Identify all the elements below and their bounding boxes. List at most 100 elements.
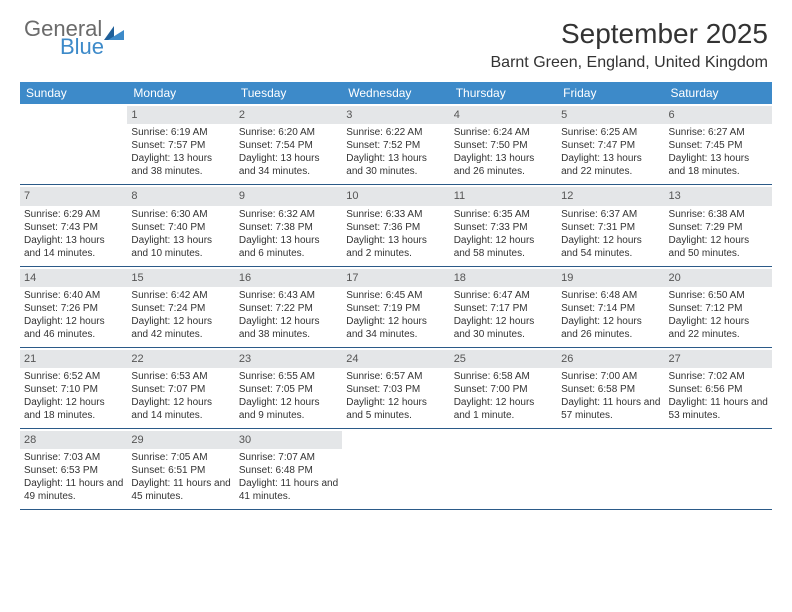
calendar-day-cell: 18Sunrise: 6:47 AMSunset: 7:17 PMDayligh… xyxy=(450,267,557,347)
daylight-text: Daylight: 12 hours and 26 minutes. xyxy=(561,315,660,341)
daylight-text: Daylight: 12 hours and 34 minutes. xyxy=(346,315,445,341)
sunrise-text: Sunrise: 6:37 AM xyxy=(561,208,660,221)
calendar-day-cell: 8Sunrise: 6:30 AMSunset: 7:40 PMDaylight… xyxy=(127,185,234,265)
sunrise-text: Sunrise: 6:38 AM xyxy=(669,208,768,221)
calendar-day-cell xyxy=(342,429,449,509)
calendar-week-row: 1Sunrise: 6:19 AMSunset: 7:57 PMDaylight… xyxy=(20,104,772,185)
daylight-text: Daylight: 12 hours and 14 minutes. xyxy=(131,396,230,422)
sunrise-text: Sunrise: 6:50 AM xyxy=(669,289,768,302)
sunrise-text: Sunrise: 6:19 AM xyxy=(131,126,230,139)
calendar-week-row: 14Sunrise: 6:40 AMSunset: 7:26 PMDayligh… xyxy=(20,267,772,348)
calendar-day-cell xyxy=(665,429,772,509)
sunrise-text: Sunrise: 6:25 AM xyxy=(561,126,660,139)
sunset-text: Sunset: 7:54 PM xyxy=(239,139,338,152)
page-header: General Blue September 2025 Barnt Green,… xyxy=(0,0,792,82)
calendar-day-cell: 11Sunrise: 6:35 AMSunset: 7:33 PMDayligh… xyxy=(450,185,557,265)
weekday-header: Saturday xyxy=(665,82,772,104)
daylight-text: Daylight: 12 hours and 5 minutes. xyxy=(346,396,445,422)
calendar-day-cell xyxy=(20,104,127,184)
daylight-text: Daylight: 11 hours and 45 minutes. xyxy=(131,477,230,503)
calendar-day-cell: 15Sunrise: 6:42 AMSunset: 7:24 PMDayligh… xyxy=(127,267,234,347)
day-number: 15 xyxy=(127,269,234,287)
sunset-text: Sunset: 7:29 PM xyxy=(669,221,768,234)
sunrise-text: Sunrise: 6:33 AM xyxy=(346,208,445,221)
sunset-text: Sunset: 6:48 PM xyxy=(239,464,338,477)
day-number: 6 xyxy=(665,106,772,124)
calendar-day-cell: 12Sunrise: 6:37 AMSunset: 7:31 PMDayligh… xyxy=(557,185,664,265)
daylight-text: Daylight: 12 hours and 22 minutes. xyxy=(669,315,768,341)
title-block: September 2025 Barnt Green, England, Uni… xyxy=(491,18,769,72)
sunrise-text: Sunrise: 6:27 AM xyxy=(669,126,768,139)
sunrise-text: Sunrise: 6:32 AM xyxy=(239,208,338,221)
day-number: 20 xyxy=(665,269,772,287)
daylight-text: Daylight: 13 hours and 30 minutes. xyxy=(346,152,445,178)
day-number: 24 xyxy=(342,350,449,368)
sunrise-text: Sunrise: 7:00 AM xyxy=(561,370,660,383)
location-subtitle: Barnt Green, England, United Kingdom xyxy=(491,54,769,72)
calendar-day-cell: 22Sunrise: 6:53 AMSunset: 7:07 PMDayligh… xyxy=(127,348,234,428)
daylight-text: Daylight: 12 hours and 1 minute. xyxy=(454,396,553,422)
day-number: 14 xyxy=(20,269,127,287)
calendar-week-row: 7Sunrise: 6:29 AMSunset: 7:43 PMDaylight… xyxy=(20,185,772,266)
sunset-text: Sunset: 7:45 PM xyxy=(669,139,768,152)
day-number: 7 xyxy=(20,187,127,205)
calendar-day-cell: 5Sunrise: 6:25 AMSunset: 7:47 PMDaylight… xyxy=(557,104,664,184)
calendar-day-cell: 14Sunrise: 6:40 AMSunset: 7:26 PMDayligh… xyxy=(20,267,127,347)
day-number: 18 xyxy=(450,269,557,287)
sunset-text: Sunset: 7:05 PM xyxy=(239,383,338,396)
sunrise-text: Sunrise: 6:35 AM xyxy=(454,208,553,221)
weekday-header-row: Sunday Monday Tuesday Wednesday Thursday… xyxy=(20,82,772,104)
calendar-day-cell: 27Sunrise: 7:02 AMSunset: 6:56 PMDayligh… xyxy=(665,348,772,428)
day-number: 26 xyxy=(557,350,664,368)
sunrise-text: Sunrise: 7:07 AM xyxy=(239,451,338,464)
sunrise-text: Sunrise: 6:52 AM xyxy=(24,370,123,383)
calendar-day-cell: 3Sunrise: 6:22 AMSunset: 7:52 PMDaylight… xyxy=(342,104,449,184)
day-number: 23 xyxy=(235,350,342,368)
day-number: 27 xyxy=(665,350,772,368)
calendar-day-cell: 30Sunrise: 7:07 AMSunset: 6:48 PMDayligh… xyxy=(235,429,342,509)
day-number: 4 xyxy=(450,106,557,124)
day-number: 8 xyxy=(127,187,234,205)
day-number: 5 xyxy=(557,106,664,124)
day-number xyxy=(557,431,664,449)
calendar-week-row: 28Sunrise: 7:03 AMSunset: 6:53 PMDayligh… xyxy=(20,429,772,510)
day-number: 22 xyxy=(127,350,234,368)
daylight-text: Daylight: 12 hours and 54 minutes. xyxy=(561,234,660,260)
day-number: 25 xyxy=(450,350,557,368)
sunset-text: Sunset: 7:14 PM xyxy=(561,302,660,315)
day-number: 17 xyxy=(342,269,449,287)
calendar-day-cell: 25 Sunrise: 6:58 AMSunset: 7:00 PMDayligh… xyxy=(450,348,557,428)
day-number: 16 xyxy=(235,269,342,287)
sunset-text: Sunset: 6:53 PM xyxy=(24,464,123,477)
daylight-text: Daylight: 11 hours and 41 minutes. xyxy=(239,477,338,503)
sunrise-text: Sunrise: 6:55 AM xyxy=(239,370,338,383)
sunset-text: Sunset: 6:58 PM xyxy=(561,383,660,396)
calendar-day-cell: 29Sunrise: 7:05 AMSunset: 6:51 PMDayligh… xyxy=(127,429,234,509)
calendar-day-cell: 16Sunrise: 6:43 AMSunset: 7:22 PMDayligh… xyxy=(235,267,342,347)
sunrise-text: Sunrise: 6:48 AM xyxy=(561,289,660,302)
sunset-text: Sunset: 7:50 PM xyxy=(454,139,553,152)
sunset-text: Sunset: 7:38 PM xyxy=(239,221,338,234)
calendar-day-cell: 10Sunrise: 6:33 AMSunset: 7:36 PMDayligh… xyxy=(342,185,449,265)
calendar-day-cell: 9Sunrise: 6:32 AMSunset: 7:38 PMDaylight… xyxy=(235,185,342,265)
sunset-text: Sunset: 7:40 PM xyxy=(131,221,230,234)
calendar-day-cell: 23Sunrise: 6:55 AMSunset: 7:05 PMDayligh… xyxy=(235,348,342,428)
weekday-header: Friday xyxy=(557,82,664,104)
calendar-day-cell: 7Sunrise: 6:29 AMSunset: 7:43 PMDaylight… xyxy=(20,185,127,265)
daylight-text: Daylight: 13 hours and 10 minutes. xyxy=(131,234,230,260)
calendar-day-cell: 17Sunrise: 6:45 AMSunset: 7:19 PMDayligh… xyxy=(342,267,449,347)
sunset-text: Sunset: 7:03 PM xyxy=(346,383,445,396)
calendar-day-cell: 21Sunrise: 6:52 AMSunset: 7:10 PMDayligh… xyxy=(20,348,127,428)
calendar-day-cell: 20Sunrise: 6:50 AMSunset: 7:12 PMDayligh… xyxy=(665,267,772,347)
calendar-day-cell: 6Sunrise: 6:27 AMSunset: 7:45 PMDaylight… xyxy=(665,104,772,184)
day-number: 13 xyxy=(665,187,772,205)
calendar-day-cell: 26Sunrise: 7:00 AMSunset: 6:58 PMDayligh… xyxy=(557,348,664,428)
day-number: 19 xyxy=(557,269,664,287)
daylight-text: Daylight: 12 hours and 58 minutes. xyxy=(454,234,553,260)
sunset-text: Sunset: 7:22 PM xyxy=(239,302,338,315)
sunset-text: Sunset: 7:00 PM xyxy=(454,383,553,396)
sunrise-text: Sunrise: 6:58 AM xyxy=(454,370,553,383)
day-number: 28 xyxy=(20,431,127,449)
daylight-text: Daylight: 12 hours and 18 minutes. xyxy=(24,396,123,422)
day-number xyxy=(342,431,449,449)
